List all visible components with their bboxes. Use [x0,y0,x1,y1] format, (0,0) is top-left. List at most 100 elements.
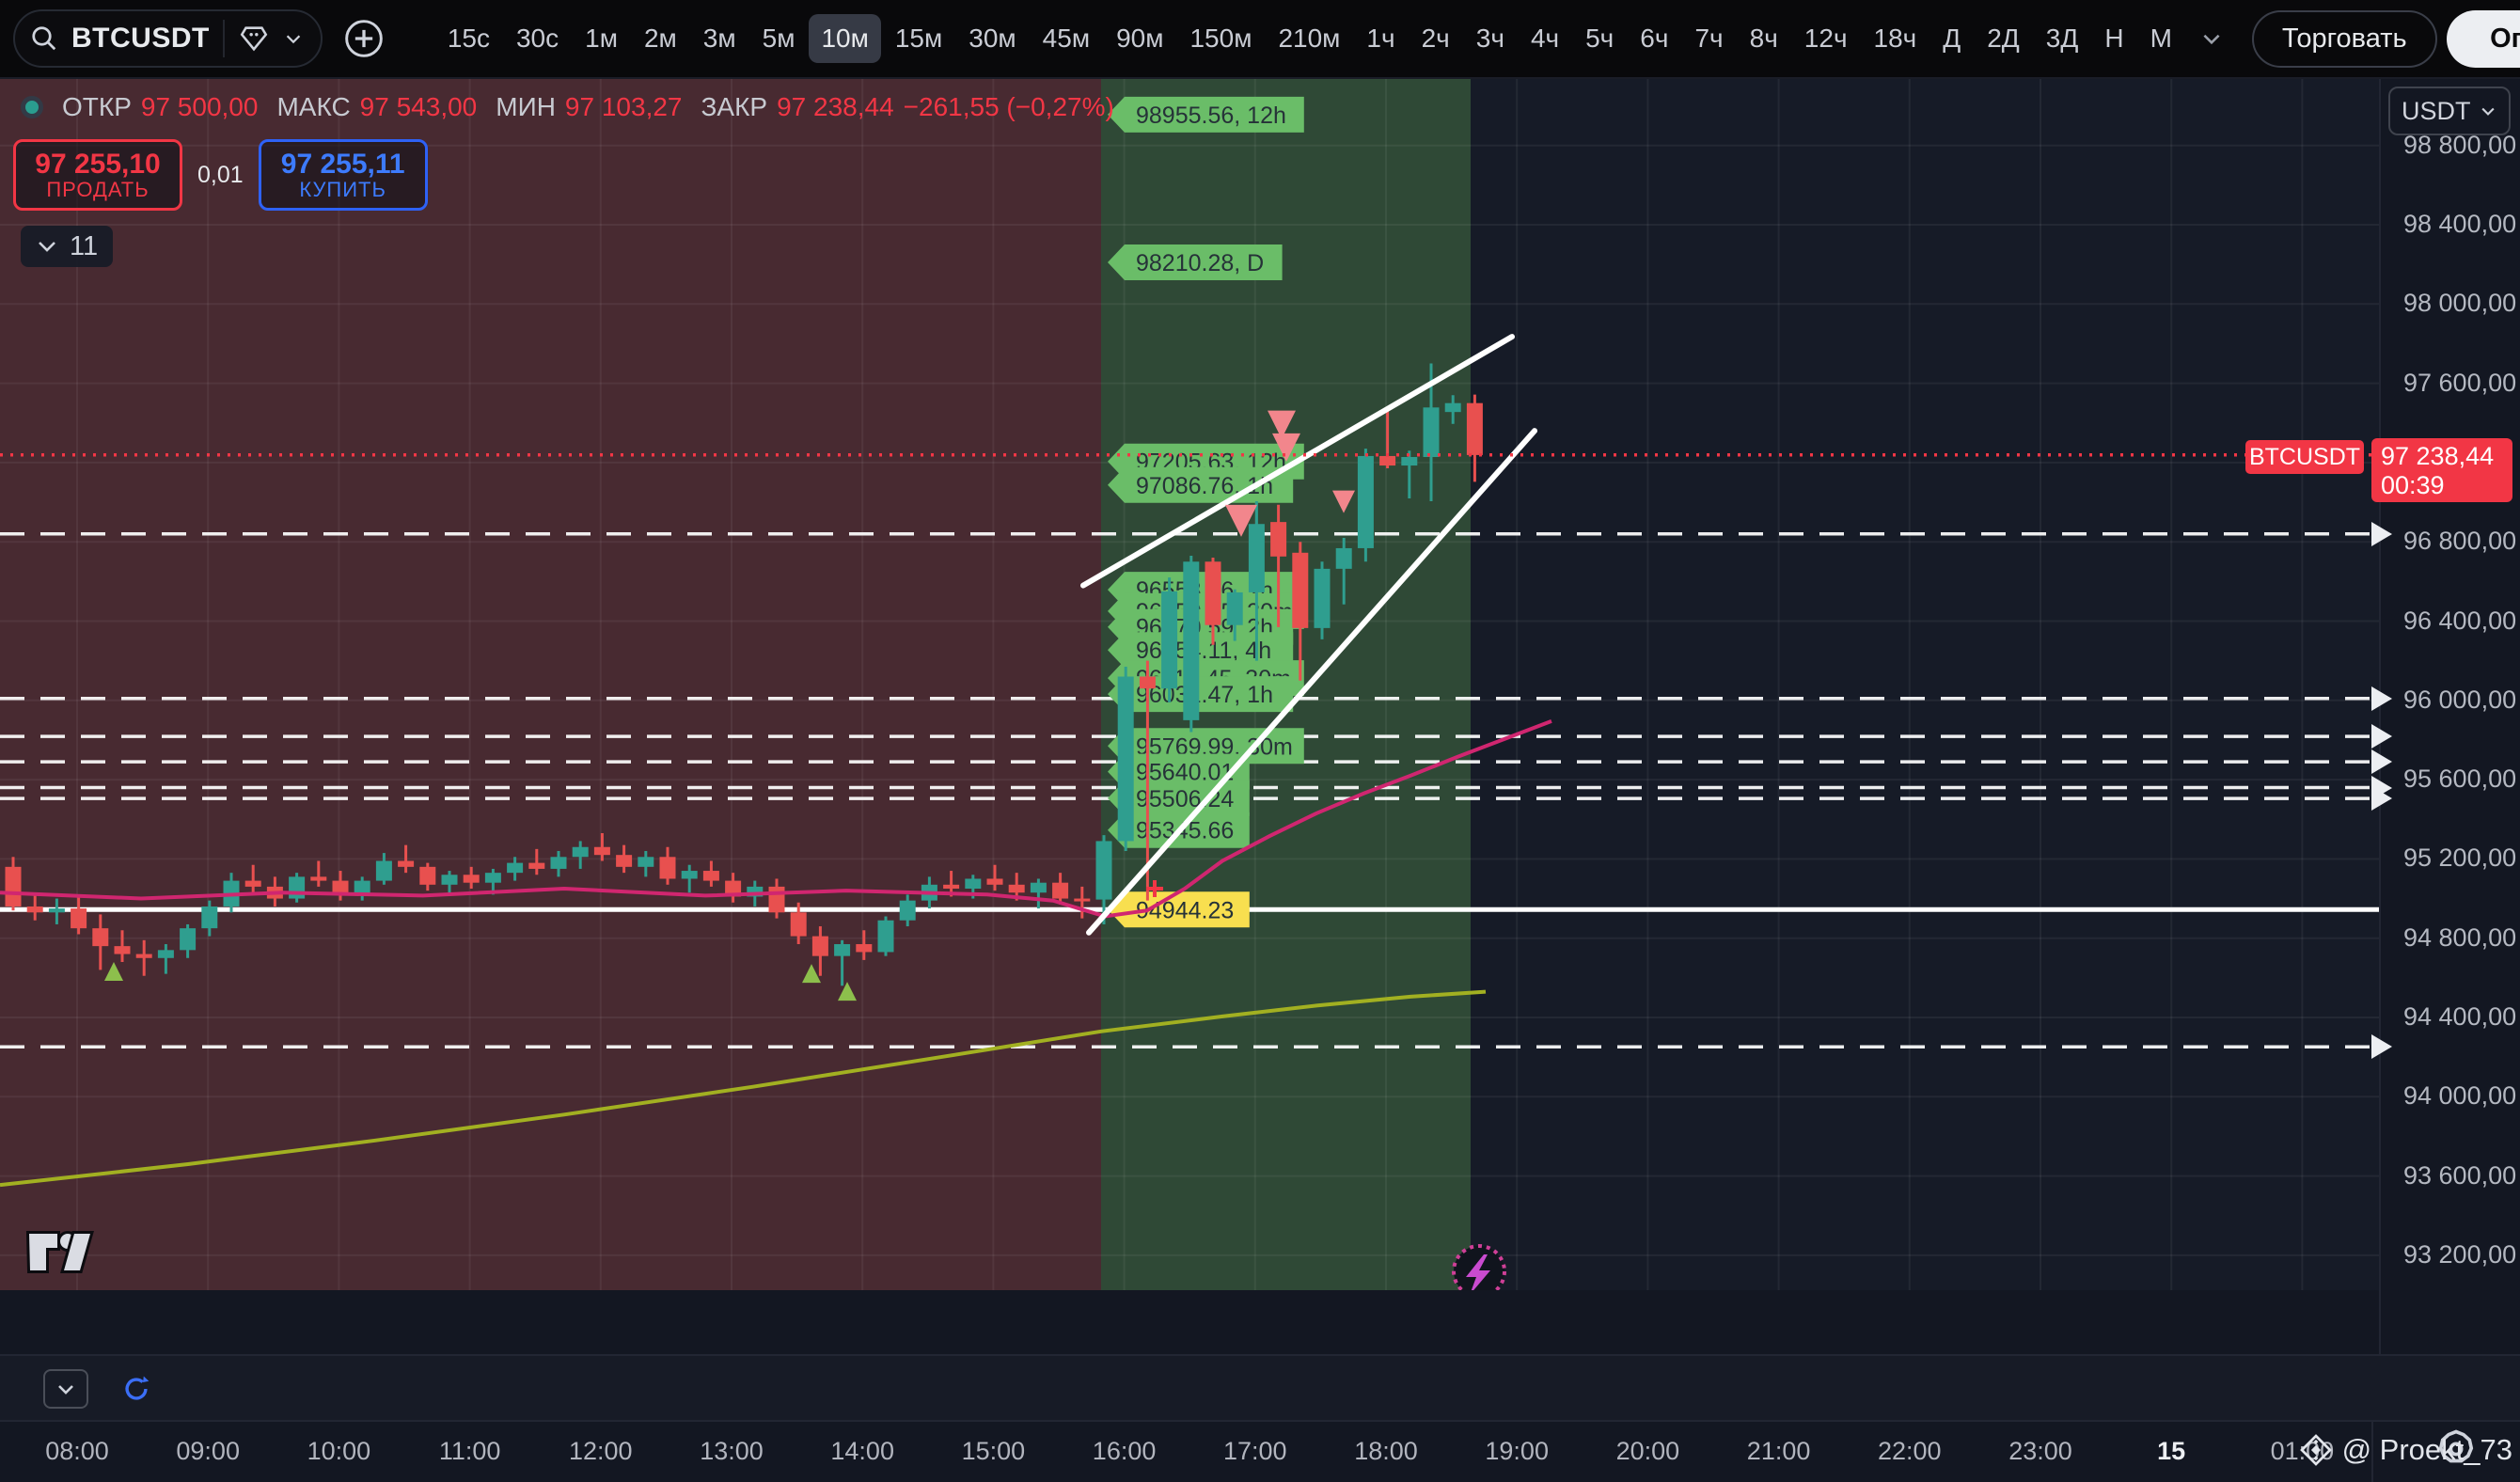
timeframes-expand-chevron-icon[interactable] [2199,26,2224,51]
price-alert-tag[interactable] [1108,891,1250,928]
candle [114,946,131,954]
low-value: 97 103,27 [564,92,683,121]
candle [1357,455,1374,548]
timeframe-button[interactable]: 5ч [1573,14,1626,63]
open-value: 97 500,00 [140,92,259,121]
candle [92,928,109,947]
buy-button[interactable]: 97 255,11 КУПИТЬ [258,139,428,211]
timeframe-button[interactable]: 2м [632,14,689,63]
timeframe-button[interactable]: 2ч [1410,14,1462,63]
level-arrow-icon [2371,786,2392,812]
candle [441,875,458,885]
add-chart-plus-icon[interactable] [343,18,385,59]
timeframe-button[interactable]: 10м [809,14,881,63]
timeframe-button[interactable]: 4ч [1519,14,1571,63]
moving-average-line [0,719,1552,919]
time-axis-label: 15 [2157,1437,2186,1465]
timeframe-button[interactable]: М [2138,14,2184,63]
timeframe-button[interactable]: 150м [1177,14,1264,63]
price-alert-tag[interactable] [1108,244,1283,280]
price-alert-tag-text: 96254.11, 4h [1136,638,1271,664]
axis-settings[interactable] [2432,1426,2481,1479]
candle [834,944,851,956]
timeframe-button[interactable]: 2Д [1975,14,2032,63]
price-alert-tag-text: 98210.28, D [1136,250,1264,276]
symbol-price-line-tag: BTCUSDT [2245,440,2364,474]
timeframe-button[interactable]: Д [1930,14,1973,63]
timeframe-button[interactable]: 15м [883,14,954,63]
timeframe-button[interactable]: 6ч [1628,14,1680,63]
series-status-icon[interactable] [21,96,43,118]
sell-marker-icon [1272,433,1300,462]
timeframe-button[interactable]: 12ч [1792,14,1860,63]
sync-refresh-button[interactable] [115,1367,158,1411]
sell-button[interactable]: 97 255,10 ПРОДАТЬ [13,139,182,211]
candle [790,912,807,937]
candle [419,866,436,885]
time-axis[interactable]: 08:00 09:00 10:00 11:00 12:00 13:00 14:00 15:00… [0,1422,2520,1482]
buy-marker-icon [802,964,821,984]
timeframe-button[interactable]: 5м [750,14,808,63]
refresh-icon [125,1376,150,1400]
candle [157,950,174,958]
price-axis-label: 95 200,00 [2403,843,2517,873]
timeframe-button[interactable]: 210м [1266,14,1352,63]
candle [1335,547,1352,569]
trend-line[interactable] [1086,428,1537,936]
price-alert-tag[interactable] [1108,466,1294,503]
bottom-panel [0,1354,2520,1422]
time-axis-label: 16:00 [1092,1437,1157,1465]
timeframe-button[interactable]: 1ч [1354,14,1407,63]
trade-button[interactable]: Торговать [2251,9,2437,68]
timeframe-button[interactable]: 45м [1031,14,1102,63]
trend-line[interactable] [1080,334,1515,589]
price-axis-label: 98 000,00 [2403,289,2517,318]
candle [244,880,261,887]
symbol-title: BTCUSDT [71,23,210,54]
candle [681,871,698,879]
price-axis-label: 94 800,00 [2403,922,2517,952]
candle [899,900,916,921]
time-axis-label: 14:00 [830,1437,894,1465]
candle [1161,591,1178,689]
price-axis[interactable]: USDT 98 800,00 98 400,00 98 000,00 97 600,0… [2379,79,2520,1422]
time-axis-label: 12:00 [569,1437,633,1465]
candle [768,886,785,913]
timeframe-button[interactable]: 30с [504,14,571,63]
time-axis-label: 21:00 [1746,1437,1811,1465]
candle [593,846,610,856]
gear-icon [2438,1429,2474,1463]
timeframe-button[interactable]: 3ч [1464,14,1517,63]
objects-tree-badge[interactable]: 11 [21,226,114,267]
timeframe-button[interactable]: 15с [435,14,502,63]
watchlist-flag-icon[interactable] [238,23,270,55]
price-alert-tag[interactable] [1108,96,1304,133]
buy-marker-icon [104,961,123,981]
candle [1444,402,1461,413]
price-axis-label: 96 400,00 [2403,606,2517,635]
currency-label: USDT [2402,96,2471,125]
tradingview-logo [60,1231,94,1273]
timeframe-button[interactable]: 8ч [1738,14,1790,63]
collapse-panel-button[interactable] [43,1369,88,1409]
timeframe-button[interactable]: 1м [573,14,630,63]
symbol-search-group[interactable]: BTCUSDT [13,9,323,68]
publish-button[interactable]: Опубликовать [2446,9,2520,68]
timeframe-button[interactable]: Н [2092,14,2135,63]
timeframe-button[interactable]: 90м [1104,14,1175,63]
candle [71,908,87,929]
candle [398,860,415,867]
candle [550,857,567,869]
currency-dropdown[interactable]: USDT [2388,87,2511,135]
timeframe-button[interactable]: 30м [956,14,1028,63]
timeframe-button[interactable]: 18ч [1862,14,1929,63]
chevron-down-icon[interactable] [283,28,304,49]
price-alert-tag[interactable] [1108,632,1294,669]
buy-price: 97 255,11 [280,148,405,180]
timeframe-button[interactable]: 3м [691,14,748,63]
timeframe-row: 15с 30с 1м 2м 3м 5м 10м 15м 30м 45м 90м 150м 210м 1ч 2… [435,14,2184,63]
timeframe-button[interactable]: 3Д [2034,14,2091,63]
candle [354,880,370,895]
timeframe-button[interactable]: 7ч [1682,14,1735,63]
